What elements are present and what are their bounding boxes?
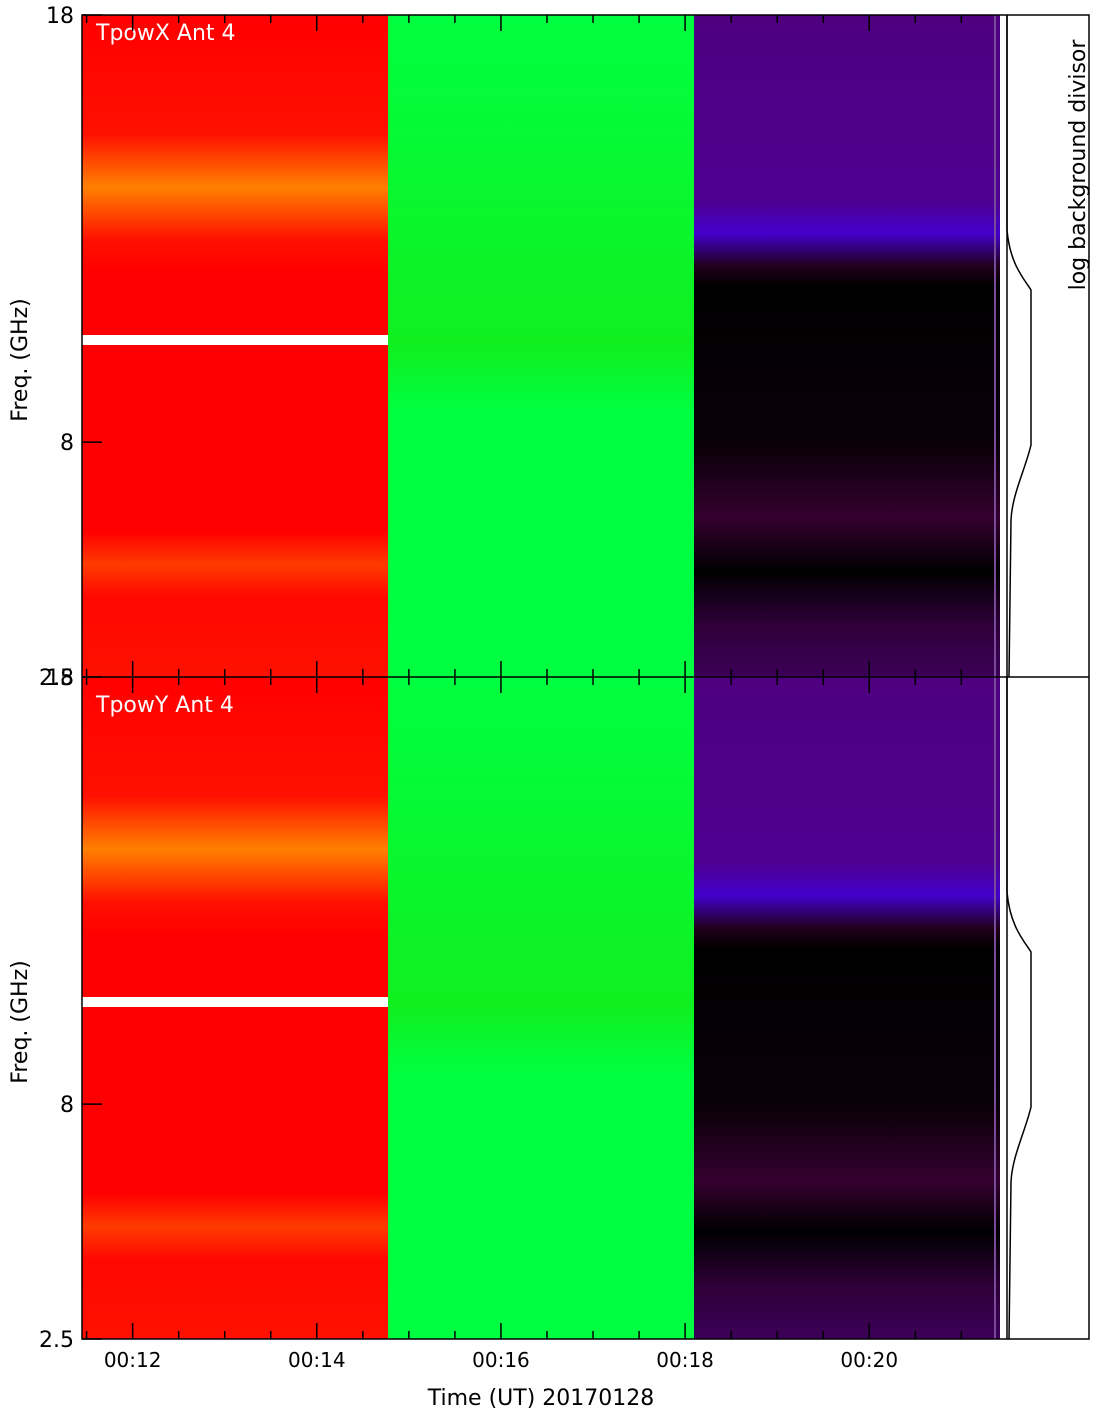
spectrogram-block <box>82 677 388 1339</box>
x-tick-label: 00:14 <box>288 1348 346 1372</box>
gap-line <box>82 335 388 345</box>
x-tick-label: 00:16 <box>472 1348 530 1372</box>
y-tick-label: 2.5 <box>39 666 74 691</box>
y-tick-label: 18 <box>46 666 74 691</box>
x-tick-label: 00:18 <box>656 1348 714 1372</box>
y-axis-label: Freq. (GHz) <box>8 960 33 1083</box>
spectrogram-block <box>694 677 1000 1339</box>
y-tick-label: 2.5 <box>39 1328 74 1353</box>
profile-curve <box>1006 15 1032 678</box>
panel-title: TpowY Ant 4 <box>95 693 234 718</box>
y-tick-label: 8 <box>60 431 74 456</box>
panel: TpowX Ant 4 Freq. (GHz) log background d… <box>8 4 1091 691</box>
y-tick-label: 8 <box>60 1093 74 1118</box>
spectrogram-block <box>388 15 694 677</box>
profile-curve <box>1006 677 1032 1340</box>
y-tick-label: 18 <box>46 4 74 29</box>
x-tick-label: 00:12 <box>104 1348 162 1372</box>
side-label: log background divisor <box>1066 39 1091 291</box>
spectrogram-block <box>694 15 1000 677</box>
x-tick-label: 00:20 <box>840 1348 898 1372</box>
panel-title: TpowX Ant 4 <box>95 21 236 46</box>
x-axis-label: Time (UT) 20170128 <box>427 1386 655 1410</box>
gap-line <box>82 997 388 1007</box>
y-axis-label: Freq. (GHz) <box>8 298 33 421</box>
panel: TpowY Ant 4 Freq. (GHz) Time (UT) 201701… <box>8 666 1032 1410</box>
spectrogram-block <box>82 15 388 677</box>
spectrogram-block <box>388 677 694 1339</box>
